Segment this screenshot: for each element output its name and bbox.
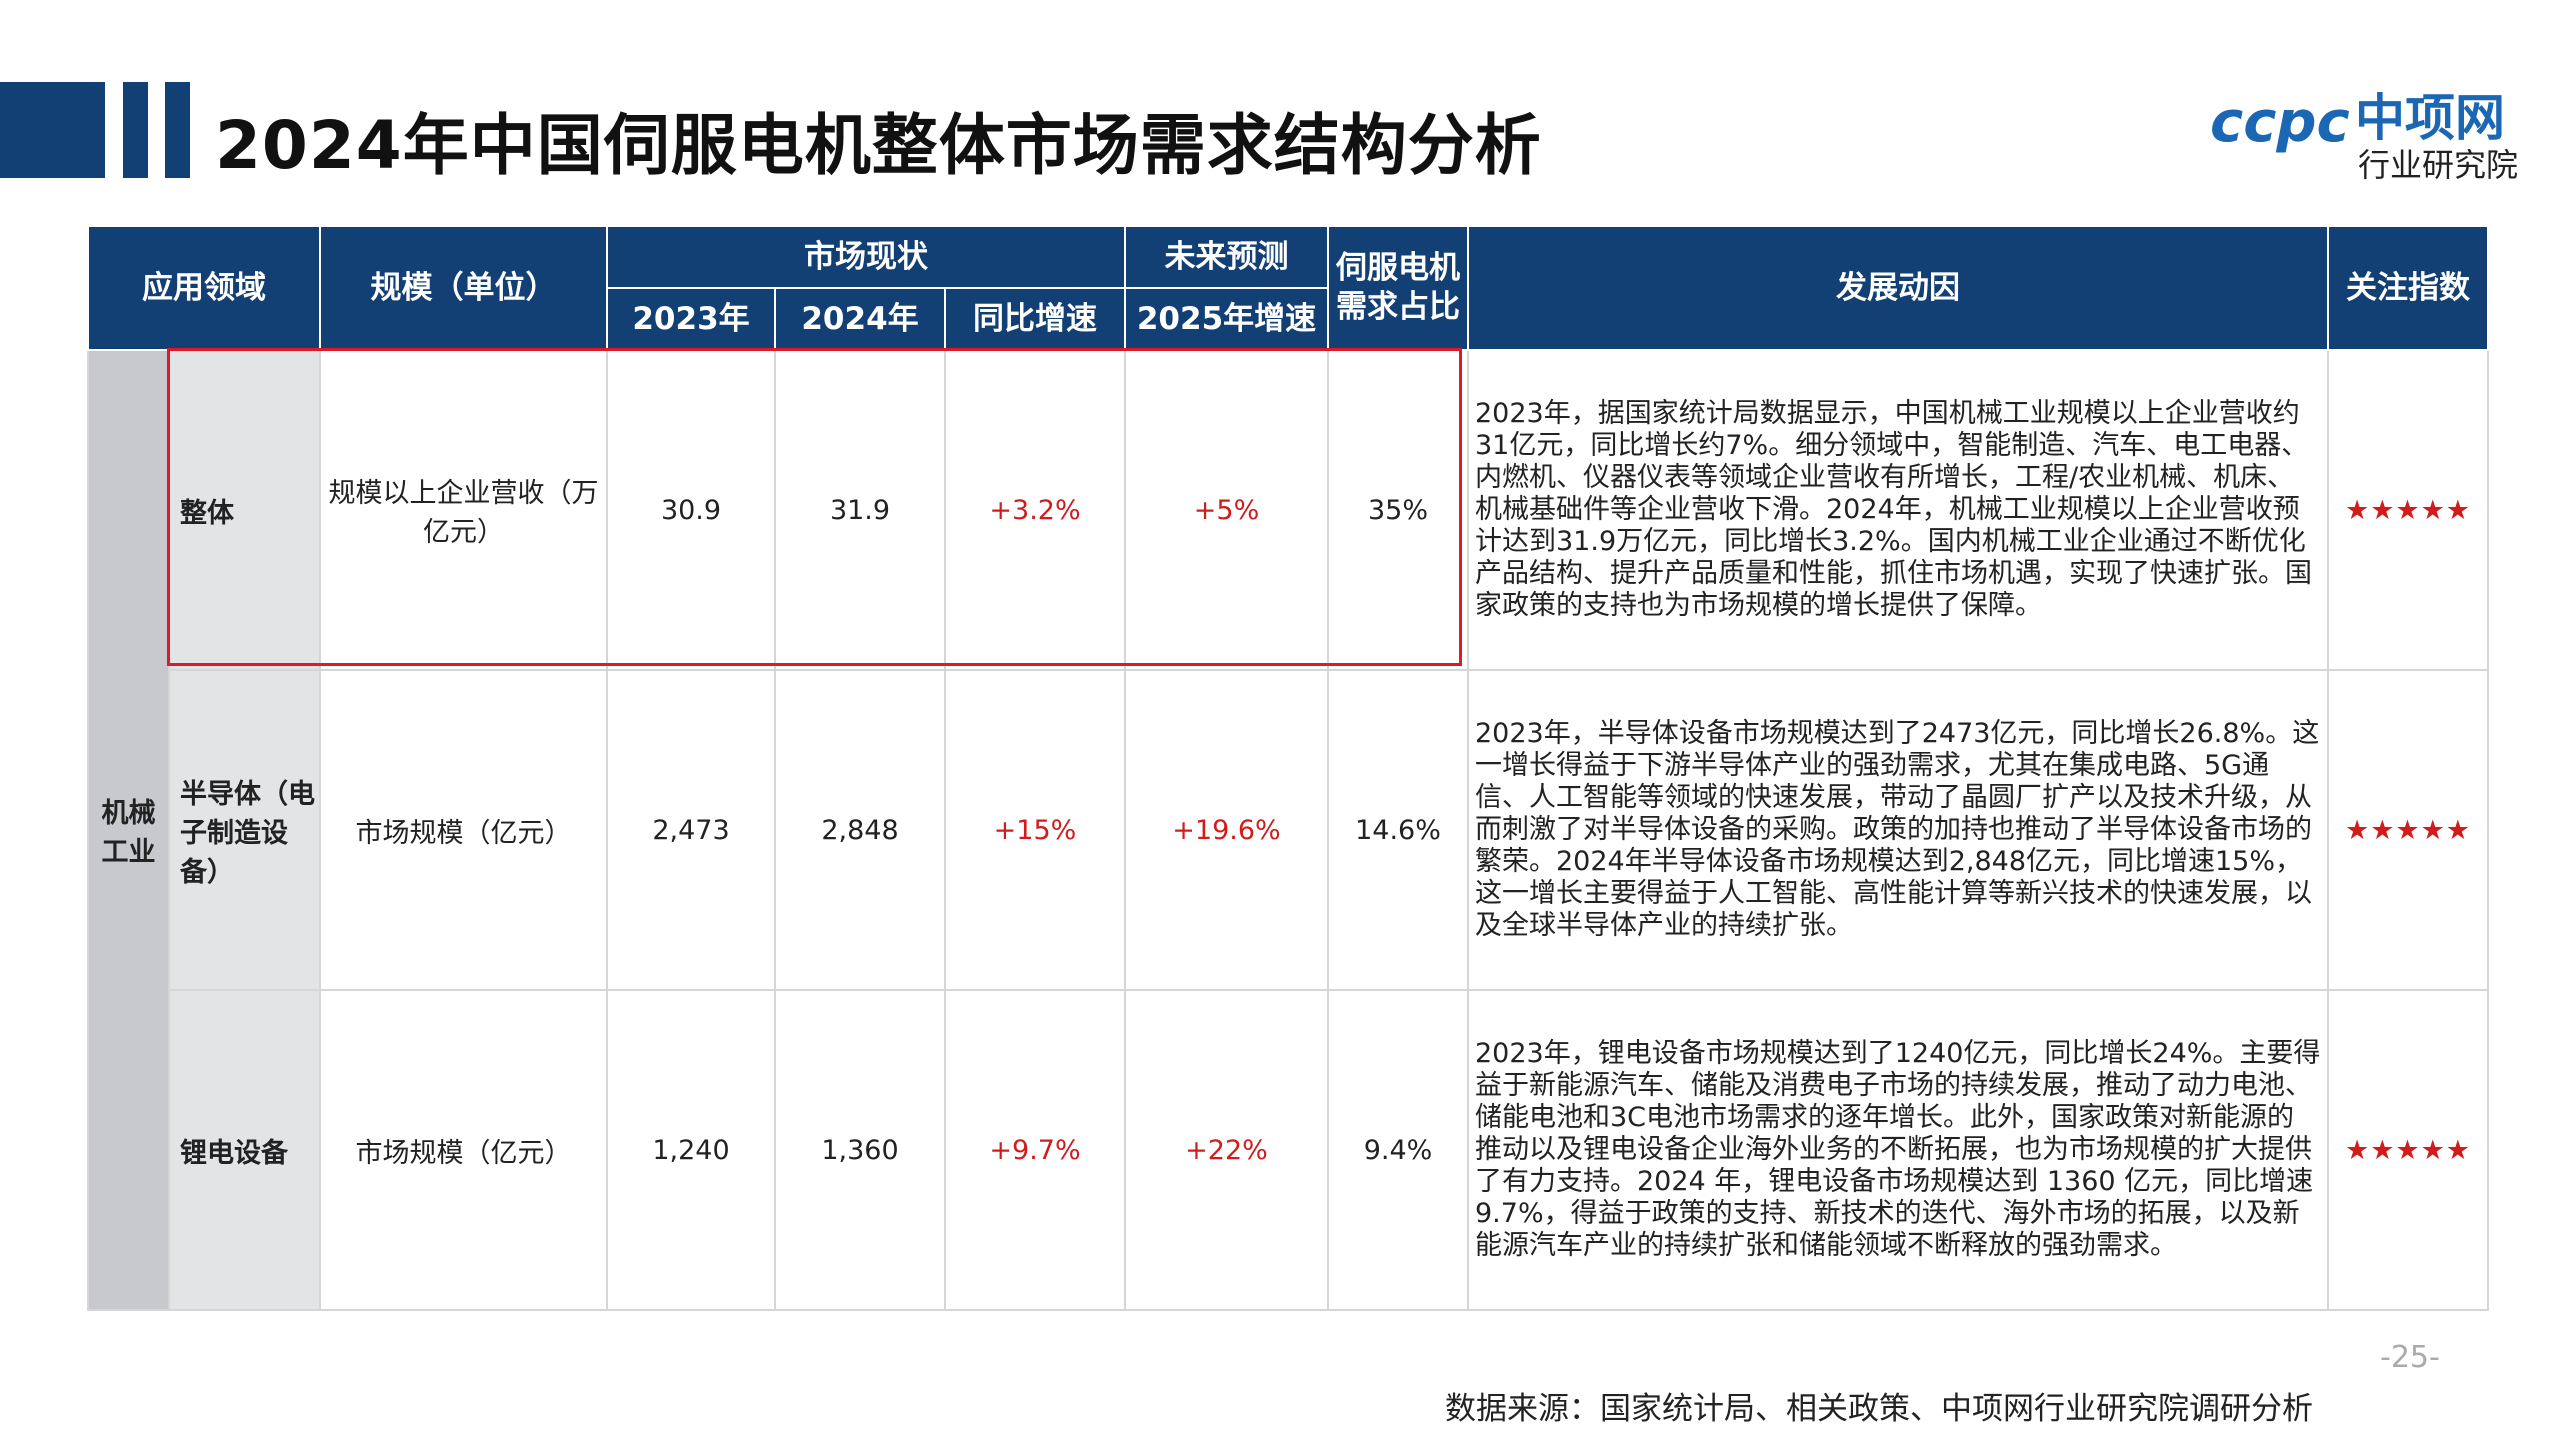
header-yoy: 同比增速 xyxy=(944,287,1126,351)
logo-chinese: 中项网 xyxy=(2355,89,2505,147)
table-row: 锂电设备 市场规模（亿元） 1,240 1,360 +9.7% +22% 9.4… xyxy=(88,989,2489,1311)
value-2024: 1,360 xyxy=(774,989,946,1311)
header-field: 应用领域 xyxy=(87,225,321,351)
group-label: 机械工业 xyxy=(87,349,170,1311)
driver-text: 2023年，据国家统计局数据显示，中国机械工业规模以上企业营收约31亿元，同比增… xyxy=(1467,349,2329,671)
data-source-note: 数据来源：国家统计局、相关政策、中项网行业研究院调研分析 xyxy=(1445,1391,2313,1427)
header-index: 关注指数 xyxy=(2327,225,2489,351)
market-structure-table: 应用领域 规模（单位） 市场现状 未来预测 伺服电机需求占比 发展动因 关注指数… xyxy=(87,225,2489,1311)
driver-text: 2023年，半导体设备市场规模达到了2473亿元，同比增长26.8%。这一增长得… xyxy=(1467,669,2329,991)
driver-text: 2023年，锂电设备市场规模达到了1240亿元，同比增长24%。主要得益于新能源… xyxy=(1467,989,2329,1311)
table-row: 半导体（电子制造设备） 市场规模（亿元） 2,473 2,848 +15% +1… xyxy=(88,669,2489,991)
header-forecast-group: 未来预测 xyxy=(1124,225,1329,289)
header-scale: 规模（单位） xyxy=(319,225,608,351)
yoy-growth: +15% xyxy=(944,669,1126,991)
segment-label: 锂电设备 xyxy=(168,989,321,1311)
value-2024: 2,848 xyxy=(774,669,946,991)
page-title: 2024年中国伺服电机整体市场需求结构分析 xyxy=(215,107,1542,184)
header-drivers: 发展动因 xyxy=(1467,225,2329,351)
header-accent-stripe xyxy=(123,82,148,178)
header-share: 伺服电机需求占比 xyxy=(1327,225,1469,351)
growth-2025: +5% xyxy=(1124,349,1329,671)
yoy-growth: +9.7% xyxy=(944,989,1126,1311)
growth-2025: +22% xyxy=(1124,989,1329,1311)
page-number: -25- xyxy=(2380,1340,2440,1375)
value-2023: 2,473 xyxy=(606,669,776,991)
rating-stars: ★★★★★ xyxy=(2327,349,2489,671)
value-2023: 30.9 xyxy=(606,349,776,671)
logo-subtitle: 行业研究院 xyxy=(2358,146,2519,184)
header-growth-2025: 2025年增速 xyxy=(1124,287,1329,351)
header-status-group: 市场现状 xyxy=(606,225,1126,289)
segment-label: 半导体（电子制造设备） xyxy=(168,669,321,991)
header-2024: 2024年 xyxy=(774,287,946,351)
value-2023: 1,240 xyxy=(606,989,776,1311)
demand-share: 35% xyxy=(1327,349,1469,671)
demand-share: 9.4% xyxy=(1327,989,1469,1311)
brand-logo: ccpc 中项网 行业研究院 xyxy=(2210,68,2530,188)
header-accent-bar xyxy=(0,82,105,178)
rating-stars: ★★★★★ xyxy=(2327,669,2489,991)
scale-unit: 规模以上企业营收（万亿元） xyxy=(319,349,608,671)
header-2023: 2023年 xyxy=(606,287,776,351)
table-row: 机械工业 整体 规模以上企业营收（万亿元） 30.9 31.9 +3.2% +5… xyxy=(87,349,2489,1311)
rating-stars: ★★★★★ xyxy=(2327,989,2489,1311)
segment-label: 整体 xyxy=(168,349,321,671)
demand-share: 14.6% xyxy=(1327,669,1469,991)
value-2024: 31.9 xyxy=(774,349,946,671)
scale-unit: 市场规模（亿元） xyxy=(319,669,608,991)
scale-unit: 市场规模（亿元） xyxy=(319,989,608,1311)
yoy-growth: +3.2% xyxy=(944,349,1126,671)
header-accent-stripe xyxy=(165,82,190,178)
logo-latin: ccpc xyxy=(2210,90,2350,155)
growth-2025: +19.6% xyxy=(1124,669,1329,991)
